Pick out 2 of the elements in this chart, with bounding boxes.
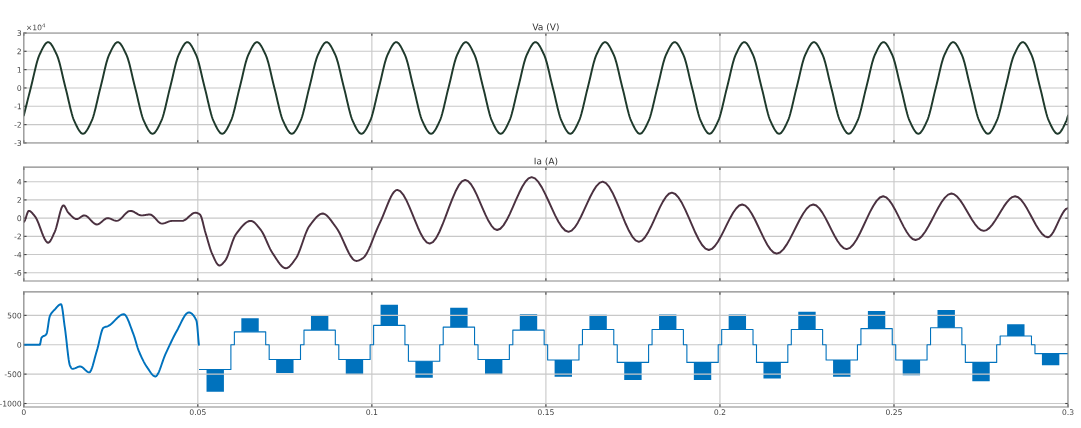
chart-title: Ia (A) [534, 157, 558, 166]
chart-title: Va (V) [532, 23, 559, 32]
